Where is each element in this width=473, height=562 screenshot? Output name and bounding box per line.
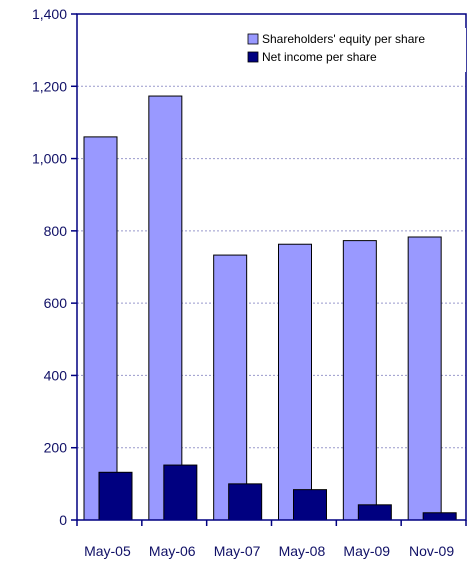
y-tick-label-1200: 1,200 (32, 78, 67, 94)
bar-net-income-May-07 (228, 483, 263, 521)
grid-lines (77, 85, 466, 449)
x-tick-label-May-09: May-09 (343, 543, 390, 559)
legend-label-equity: Shareholders' equity per share (262, 32, 425, 46)
y-tick-label-1400: 1,400 (32, 6, 67, 22)
y-tick-label-400: 400 (44, 367, 68, 383)
bar-net-income-Nov-09 (422, 512, 457, 521)
x-tick-label-May-08: May-08 (279, 543, 326, 559)
legend: Shareholders' equity per share Net incom… (232, 28, 466, 72)
bar-equity-May-08 (278, 243, 312, 521)
y-tick-label-600: 600 (44, 295, 68, 311)
bar-equity-May-06 (148, 95, 183, 521)
bar-equity-Nov-09 (407, 236, 442, 521)
bars (83, 95, 457, 521)
plot-frame (76, 13, 467, 521)
legend-background (232, 28, 466, 72)
x-tick-label-May-05: May-05 (84, 543, 131, 559)
x-tick-label-May-06: May-06 (149, 543, 196, 559)
x-tick-label-Nov-09: Nov-09 (409, 543, 454, 559)
bar-net-income-May-08 (293, 489, 327, 521)
bar-net-income-May-06 (163, 464, 198, 521)
y-tick-label-1000: 1,000 (32, 151, 67, 167)
y-tick-labels: 0 200 400 600 800 1,000 1,200 1,400 (32, 6, 67, 528)
y-tick-label-200: 200 (44, 440, 68, 456)
x-tick-labels: May-05 May-06 May-07 May-08 May-09 Nov-09 (84, 543, 454, 559)
bar-equity-May-09 (342, 240, 377, 521)
legend-swatch-net-income (247, 51, 259, 63)
x-tick-label-May-07: May-07 (214, 543, 261, 559)
bar-equity-May-07 (213, 254, 248, 521)
legend-label-net-income: Net income per share (262, 50, 377, 64)
bar-equity-May-05 (83, 136, 118, 521)
bar-net-income-May-05 (98, 471, 133, 521)
y-tick-label-800: 800 (44, 223, 68, 239)
bar-net-income-May-09 (357, 504, 392, 521)
y-tick-label-0: 0 (59, 512, 67, 528)
legend-swatch-equity (247, 33, 259, 45)
axes (71, 13, 467, 526)
